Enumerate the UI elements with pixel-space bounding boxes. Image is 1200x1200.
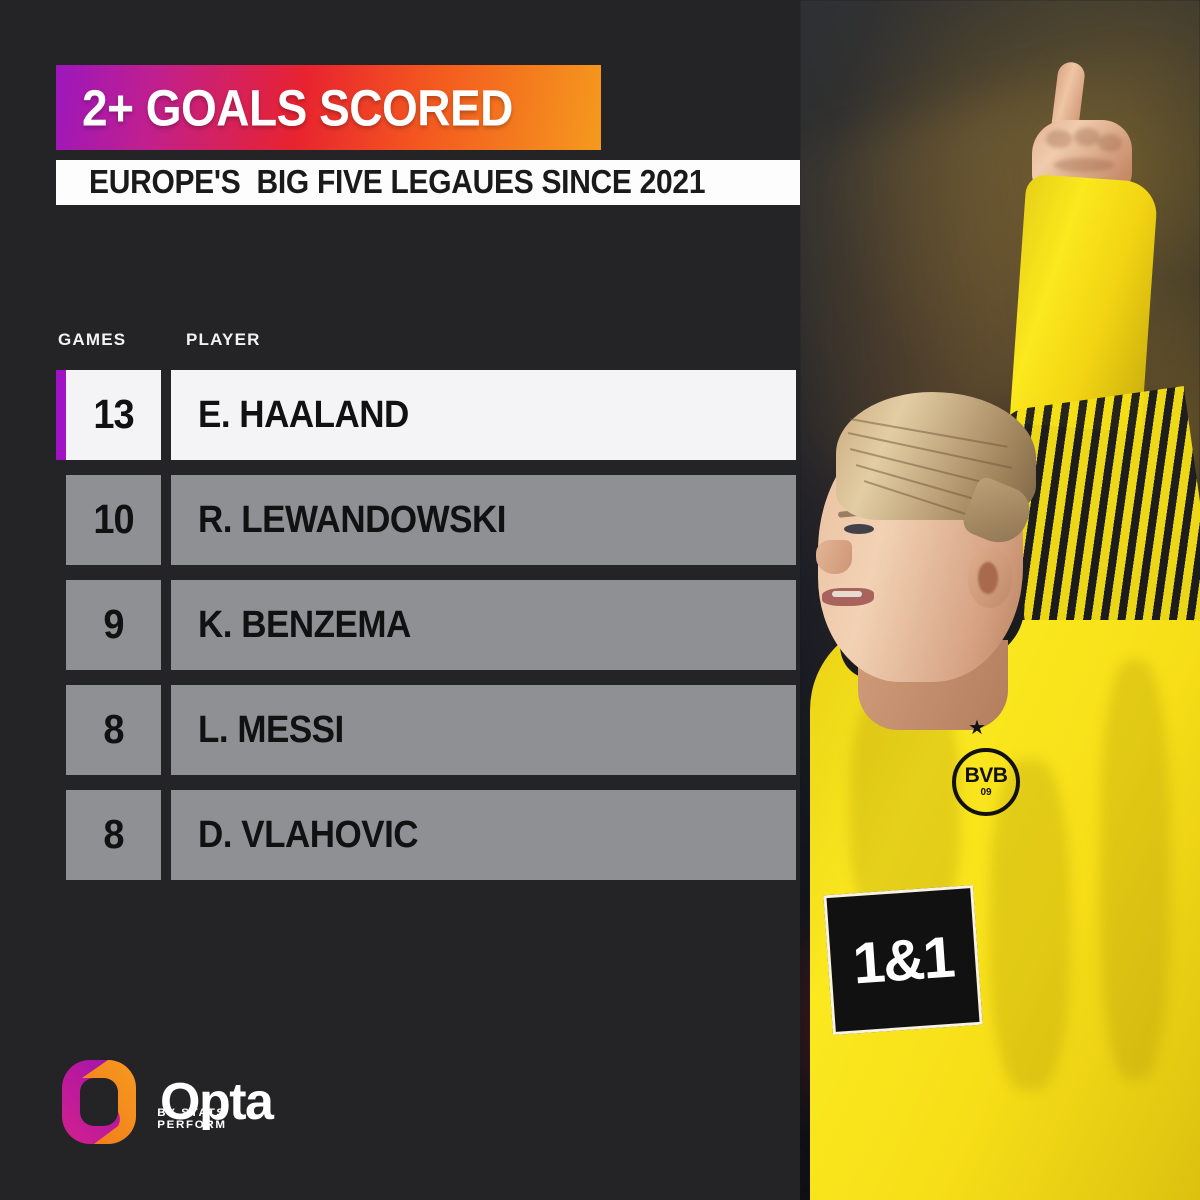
opta-mark-icon — [60, 1058, 138, 1146]
knuckle — [1054, 158, 1114, 172]
row-accent-bar — [56, 475, 66, 565]
opta-wordmark-text: Opta — [160, 1073, 274, 1131]
crest-text: BVB — [964, 763, 1008, 787]
table-row[interactable]: 8 D. VLAHOVIC — [56, 790, 796, 880]
games-value: 8 — [103, 706, 124, 753]
player-photo: ★ BVB 09 1&1 — [800, 0, 1200, 1200]
table-row[interactable]: 9 K. BENZEMA — [56, 580, 796, 670]
row-accent-bar — [56, 790, 66, 880]
games-cell: 8 — [66, 790, 161, 880]
fabric-fold — [990, 760, 1070, 1090]
ear-inner — [978, 562, 998, 594]
crest-year: 09 — [980, 786, 992, 798]
player-value: D. VLAHOVIC — [198, 813, 419, 856]
games-cell: 8 — [66, 685, 161, 775]
jersey-star-icon: ★ — [968, 717, 986, 739]
table-row[interactable]: 13 E. HAALAND — [56, 370, 796, 460]
games-cell: 13 — [66, 370, 161, 460]
knuckle — [1098, 134, 1122, 152]
player-cell: D. VLAHOVIC — [171, 790, 796, 880]
cell-divider — [161, 790, 171, 880]
opta-wordmark: Opta BY STATS PERFORM — [157, 1073, 274, 1131]
cell-divider — [161, 685, 171, 775]
cell-divider — [161, 370, 171, 460]
table-header: GAMES PLAYER — [56, 330, 796, 356]
games-value: 8 — [103, 811, 124, 858]
table-row[interactable]: 10 R. LEWANDOWSKI — [56, 475, 796, 565]
player-value: E. HAALAND — [198, 393, 409, 436]
page-subtitle: EUROPE'S BIG FIVE LEGAUES SINCE 2021 — [89, 163, 706, 201]
opta-logo: Opta BY STATS PERFORM — [60, 1058, 274, 1146]
player-cell: E. HAALAND — [171, 370, 796, 460]
fabric-fold — [1100, 660, 1170, 1080]
player-cell: L. MESSI — [171, 685, 796, 775]
eye — [844, 524, 874, 534]
player-head — [816, 392, 1043, 692]
player-value: K. BENZEMA — [198, 603, 411, 646]
games-value: 10 — [93, 496, 134, 543]
cell-divider — [161, 475, 171, 565]
ear — [968, 548, 1012, 608]
subtitle-banner: EUROPE'S BIG FIVE LEGAUES SINCE 2021 — [56, 160, 800, 205]
hair-strand — [847, 432, 1013, 469]
bvb-crest: BVB 09 — [952, 748, 1020, 816]
games-cell: 10 — [66, 475, 161, 565]
sponsor-text: 1&1 — [850, 924, 956, 996]
nose — [816, 540, 852, 574]
hair-strand — [849, 418, 1008, 448]
knuckle — [1046, 130, 1072, 148]
teeth — [832, 591, 862, 597]
cell-divider — [161, 580, 171, 670]
games-value: 9 — [103, 601, 124, 648]
column-header-games: GAMES — [58, 330, 127, 349]
opta-tagline: BY STATS PERFORM — [157, 1107, 227, 1131]
player-value: R. LEWANDOWSKI — [198, 498, 506, 541]
row-accent-bar — [56, 580, 66, 670]
row-accent-bar — [56, 685, 66, 775]
games-value: 13 — [93, 391, 134, 438]
games-cell: 9 — [66, 580, 161, 670]
knuckle — [1074, 128, 1100, 146]
player-value: L. MESSI — [198, 708, 344, 751]
row-accent-bar — [56, 370, 66, 460]
mouth — [822, 588, 874, 606]
table-row[interactable]: 8 L. MESSI — [56, 685, 796, 775]
sponsor-logo: 1&1 — [823, 884, 983, 1036]
player-cell: K. BENZEMA — [171, 580, 796, 670]
page-title: 2+ GOALS SCORED — [82, 78, 513, 137]
title-banner: 2+ GOALS SCORED — [56, 65, 601, 150]
column-header-player: PLAYER — [186, 330, 261, 349]
player-cell: R. LEWANDOWSKI — [171, 475, 796, 565]
ranking-list: 13 E. HAALAND 10 R. LEWANDOWSKI 9 — [56, 370, 796, 895]
stat-panel: 2+ GOALS SCORED EUROPE'S BIG FIVE LEGAUE… — [56, 65, 800, 1146]
